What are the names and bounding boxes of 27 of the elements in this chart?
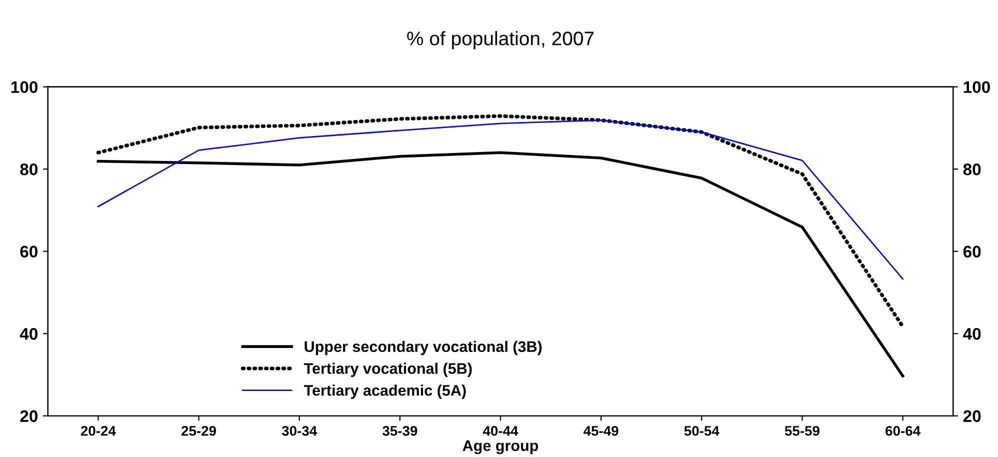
y2-tick-label: 40 — [963, 328, 981, 340]
y2-tick-label: 80 — [963, 163, 981, 176]
x-tick-label: 45-49 — [584, 426, 618, 436]
x-tick-label: 40-44 — [482, 426, 518, 436]
line-series — [96, 151, 904, 378]
y-tick-label: 100 — [11, 81, 38, 94]
y-tick-label: 60 — [20, 246, 38, 258]
x-tick-label: 30-34 — [282, 426, 318, 436]
y2-tick-label: 100 — [964, 81, 990, 94]
legend-label: Tertiary vocational (5B) — [304, 362, 472, 377]
y-tick-label: 80 — [20, 163, 38, 176]
x-tick-label: 50-54 — [684, 426, 720, 436]
legend-label: Upper secondary vocational (3B) — [304, 340, 542, 356]
x-tick-label: 55-59 — [784, 426, 820, 436]
x-tick-label: 60-64 — [886, 426, 920, 436]
y2-tick-label: 20 — [963, 410, 981, 422]
line-series — [96, 114, 905, 328]
x-tick-label: 20-24 — [80, 426, 116, 436]
x-axis-title: Age group — [462, 440, 538, 454]
y-tick-label: 20 — [20, 410, 38, 422]
legend-label: Tertiary academic (5A) — [304, 384, 466, 399]
x-tick-label: 35-39 — [382, 426, 418, 436]
x-tick-label: 25-29 — [181, 426, 216, 436]
y-tick-label: 40 — [20, 328, 38, 340]
chart-title: % of population, 2007 — [407, 31, 594, 50]
y2-tick-label: 60 — [963, 246, 981, 258]
line-series — [97, 119, 904, 280]
